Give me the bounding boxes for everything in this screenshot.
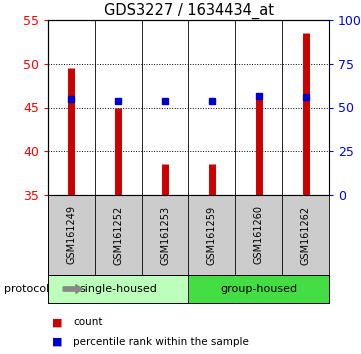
Text: GSM161259: GSM161259 (207, 205, 217, 264)
Text: GSM161249: GSM161249 (66, 206, 77, 264)
Text: count: count (73, 318, 103, 327)
Text: ■: ■ (52, 318, 62, 327)
Text: single-housed: single-housed (79, 284, 157, 294)
Bar (188, 275, 329, 303)
Text: GSM161262: GSM161262 (301, 205, 310, 264)
Bar (48, 275, 188, 303)
Text: group-housed: group-housed (220, 284, 297, 294)
Title: GDS3227 / 1634434_at: GDS3227 / 1634434_at (104, 2, 274, 19)
Text: percentile rank within the sample: percentile rank within the sample (73, 337, 249, 347)
Text: protocol: protocol (4, 284, 49, 294)
Text: GSM161253: GSM161253 (160, 205, 170, 264)
Text: ■: ■ (52, 337, 62, 347)
Text: GSM161260: GSM161260 (254, 206, 264, 264)
Text: GSM161252: GSM161252 (113, 205, 123, 265)
